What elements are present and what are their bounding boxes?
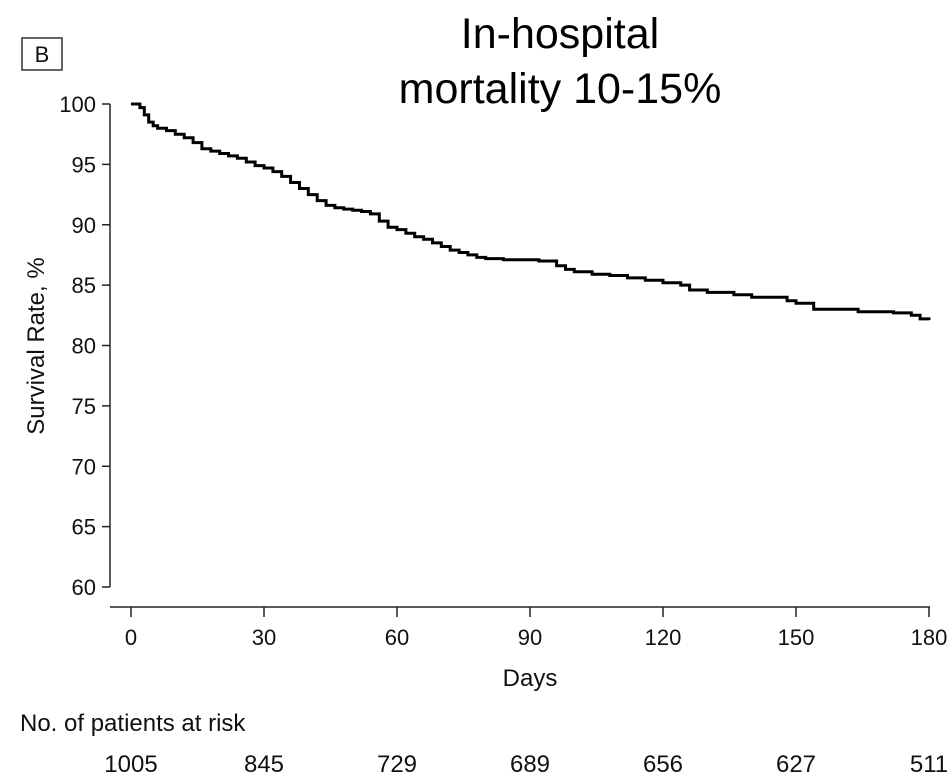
y-axis-label: Survival Rate, % bbox=[23, 257, 50, 434]
x-tick-label: 30 bbox=[252, 625, 276, 650]
panel-label: B bbox=[35, 42, 50, 67]
y-tick-label: 90 bbox=[72, 213, 96, 238]
plot-area bbox=[131, 102, 931, 321]
risk-table-value: 1005 bbox=[104, 751, 157, 778]
risk-table-value: 845 bbox=[244, 751, 284, 778]
x-tick-label: 60 bbox=[385, 625, 409, 650]
chart-title-line-2: mortality 10-15% bbox=[399, 65, 722, 113]
chart-title-line-1: In-hospital bbox=[461, 10, 659, 58]
risk-table-value: 729 bbox=[377, 751, 417, 778]
y-tick-label: 75 bbox=[72, 394, 96, 419]
risk-table-heading: No. of patients at risk bbox=[20, 710, 246, 737]
x-tick-label: 0 bbox=[125, 625, 137, 650]
x-tick-label: 90 bbox=[518, 625, 542, 650]
risk-table-value: 656 bbox=[643, 751, 683, 778]
survival-curve-line bbox=[131, 102, 931, 321]
x-axis-label: Days bbox=[503, 665, 558, 692]
panel-label-box bbox=[21, 37, 63, 71]
x-tick-label: 120 bbox=[645, 625, 682, 650]
x-tick-label: 180 bbox=[911, 625, 948, 650]
x-tick-label: 150 bbox=[778, 625, 815, 650]
x-axis: 0 30 60 90 120 150 180 bbox=[110, 606, 948, 650]
y-tick-label: 80 bbox=[72, 334, 96, 359]
risk-table-values: 1005 845 729 689 656 627 511 bbox=[104, 751, 948, 778]
y-tick-label: 70 bbox=[72, 454, 96, 479]
risk-table-value: 689 bbox=[510, 751, 550, 778]
risk-table-value: 627 bbox=[776, 751, 816, 778]
y-axis: 60 65 70 75 80 85 90 95 100 bbox=[59, 92, 111, 600]
y-tick-label: 65 bbox=[72, 515, 96, 540]
y-tick-label: 85 bbox=[72, 273, 96, 298]
risk-table-value: 511 bbox=[910, 751, 948, 778]
y-tick-label: 100 bbox=[59, 92, 96, 117]
y-tick-label: 60 bbox=[72, 575, 96, 600]
y-tick-label: 95 bbox=[72, 152, 96, 177]
